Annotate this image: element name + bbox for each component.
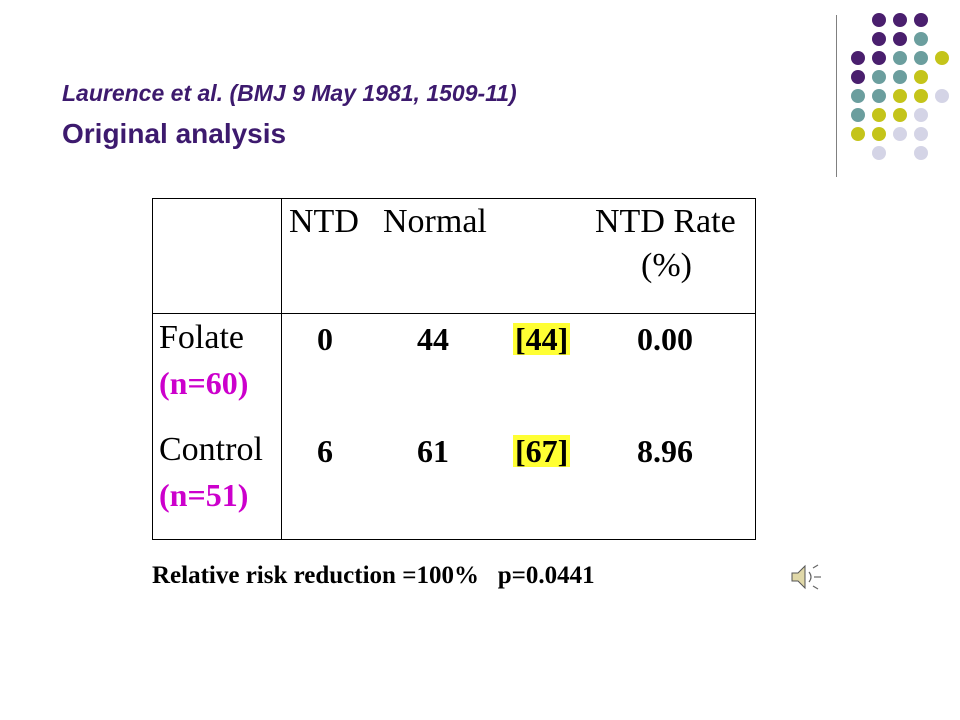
decorative-dot <box>914 108 928 122</box>
decorative-dot <box>914 51 928 65</box>
col-header-ntd: NTD <box>289 203 359 240</box>
decorative-dot <box>872 13 886 27</box>
decorative-dot <box>872 70 886 84</box>
decorative-dot <box>872 146 886 160</box>
decorative-dot <box>893 32 907 46</box>
decorative-dot <box>893 127 907 141</box>
decorative-dot <box>893 70 907 84</box>
decorative-dot <box>851 89 865 103</box>
decorative-dot <box>872 127 886 141</box>
cell-control-ntd: 6 <box>317 433 333 469</box>
decorative-dot <box>872 32 886 46</box>
col-header-rate-unit: (%) <box>641 247 692 284</box>
decorative-dot <box>893 108 907 122</box>
cell-folate-total: [44] <box>513 321 571 357</box>
row-n-folate: (n=60) <box>159 365 249 401</box>
cell-control-total: [67] <box>513 433 571 469</box>
row-label-folate: Folate <box>159 319 244 356</box>
decorative-dot <box>914 127 928 141</box>
row-label-control: Control <box>159 431 263 468</box>
cell-control-rate: 8.96 <box>637 433 693 469</box>
page-title: Original analysis <box>62 118 287 149</box>
citation-title: Laurence et al. (BMJ 9 May 1981, 1509-11… <box>62 80 517 106</box>
decorative-dot <box>872 89 886 103</box>
decorative-dot <box>914 89 928 103</box>
decorative-dot <box>914 13 928 27</box>
decorative-dot <box>872 51 886 65</box>
decorative-dot <box>872 108 886 122</box>
col-header-rate: NTD Rate <box>595 203 736 240</box>
decorative-dot <box>914 70 928 84</box>
relative-risk-reduction: Relative risk reduction =100% <box>152 562 479 589</box>
cell-folate-ntd: 0 <box>317 321 333 357</box>
decorative-dot <box>935 89 949 103</box>
cell-folate-rate: 0.00 <box>637 321 693 357</box>
table-horizontal-divider <box>153 313 755 314</box>
cell-control-normal: 61 <box>417 433 449 469</box>
p-value: p=0.0441 <box>497 562 595 589</box>
decorative-vertical-line <box>836 15 837 177</box>
decorative-dot <box>893 13 907 27</box>
decorative-dot <box>851 127 865 141</box>
data-table: NTD Normal NTD Rate (%) Folate (n=60) 0 … <box>152 198 756 540</box>
decorative-dot <box>914 146 928 160</box>
cell-folate-normal: 44 <box>417 321 449 357</box>
decorative-dot <box>914 32 928 46</box>
row-n-control: (n=51) <box>159 477 249 513</box>
table-vertical-divider <box>281 199 282 539</box>
decorative-dot <box>851 51 865 65</box>
footer-stats: Relative risk reduction =100% p=0.0441 <box>152 562 595 590</box>
decorative-dot <box>935 51 949 65</box>
decorative-dot-grid <box>851 13 949 160</box>
col-header-normal: Normal <box>383 203 487 240</box>
decorative-dot <box>851 108 865 122</box>
decorative-dot <box>893 51 907 65</box>
decorative-dot <box>851 70 865 84</box>
decorative-dot <box>893 89 907 103</box>
speaker-icon[interactable] <box>790 562 824 592</box>
